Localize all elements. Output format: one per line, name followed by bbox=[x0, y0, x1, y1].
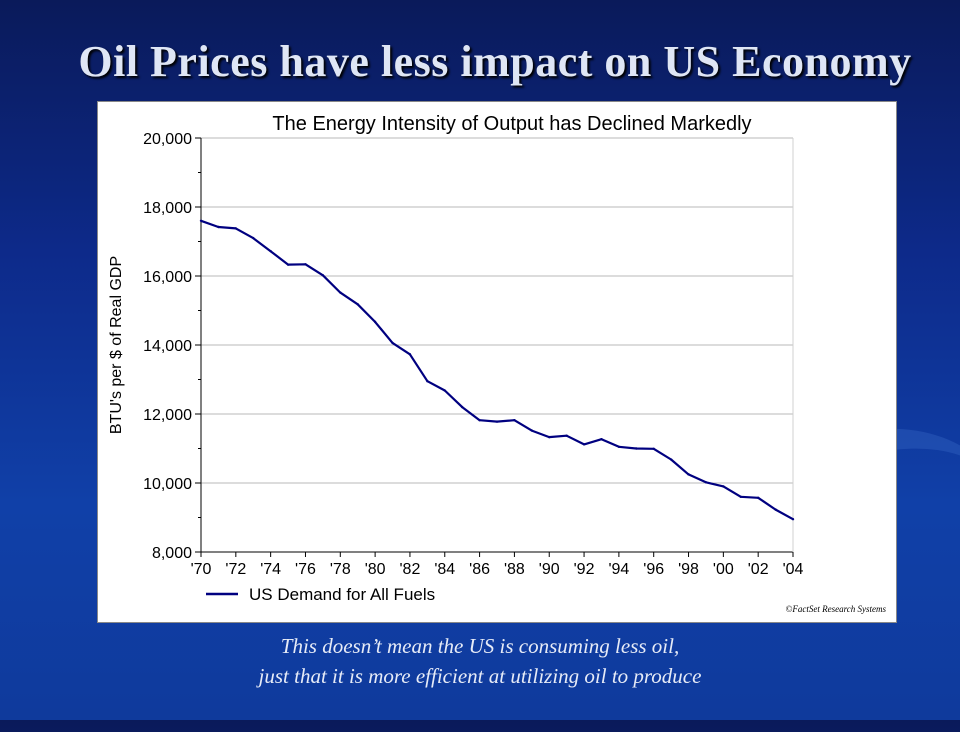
data-point bbox=[513, 419, 516, 422]
data-point bbox=[391, 341, 394, 345]
data-point bbox=[617, 445, 621, 448]
x-tick-label: '02 bbox=[748, 561, 769, 578]
data-point bbox=[426, 380, 429, 383]
y-axis-label: BTU's per $ of Real GDP bbox=[108, 256, 125, 434]
y-tick-label: 20,000 bbox=[143, 131, 192, 148]
data-point bbox=[600, 437, 603, 441]
data-point bbox=[478, 419, 481, 422]
x-tick-label: '74 bbox=[260, 561, 281, 578]
data-point bbox=[669, 458, 673, 461]
data-point bbox=[565, 434, 568, 437]
data-point bbox=[408, 353, 412, 356]
data-point bbox=[286, 263, 290, 266]
data-point bbox=[269, 249, 272, 253]
x-tick-label: '84 bbox=[434, 561, 455, 578]
data-point bbox=[234, 227, 238, 230]
data-point bbox=[582, 443, 586, 446]
data-point bbox=[443, 389, 446, 392]
data-point bbox=[217, 225, 220, 229]
caption-line-1: This doesn’t mean the US is consuming le… bbox=[280, 634, 680, 658]
legend-label: US Demand for All Fuels bbox=[249, 585, 435, 604]
data-point bbox=[687, 473, 690, 476]
x-tick-label: '96 bbox=[643, 561, 664, 578]
data-point bbox=[739, 495, 742, 498]
chart-title: The Energy Intensity of Output has Decli… bbox=[272, 113, 751, 135]
data-point bbox=[373, 320, 377, 324]
data-point bbox=[460, 405, 464, 409]
chart-panel: The Energy Intensity of Output has Decli… bbox=[97, 101, 897, 623]
data-point bbox=[495, 420, 499, 423]
data-point bbox=[756, 496, 760, 500]
data-point bbox=[199, 219, 203, 222]
x-tick-label: '98 bbox=[678, 561, 699, 578]
energy-intensity-chart: The Energy Intensity of Output has Decli… bbox=[108, 113, 887, 614]
data-point bbox=[339, 291, 342, 294]
data-point bbox=[774, 508, 777, 511]
data-point bbox=[304, 263, 307, 266]
x-tick-label: '82 bbox=[400, 561, 421, 578]
x-tick-label: '76 bbox=[295, 561, 316, 578]
data-point bbox=[252, 236, 255, 240]
slide-title: Oil Prices have less impact on US Econom… bbox=[78, 37, 912, 86]
y-tick-label: 16,000 bbox=[143, 269, 192, 286]
data-point bbox=[356, 303, 359, 306]
y-tick-label: 12,000 bbox=[143, 407, 192, 424]
data-point bbox=[704, 481, 708, 484]
x-tick-label: '80 bbox=[365, 561, 386, 578]
y-tick-label: 10,000 bbox=[143, 476, 192, 493]
x-tick-label: '00 bbox=[713, 561, 734, 578]
y-tick-label: 18,000 bbox=[143, 200, 192, 217]
x-tick-label: '86 bbox=[469, 561, 490, 578]
data-point bbox=[635, 447, 638, 450]
x-tick-label: '90 bbox=[539, 561, 560, 578]
series-line-0 bbox=[200, 219, 794, 521]
data-point bbox=[652, 447, 655, 451]
x-tick-label: '78 bbox=[330, 561, 351, 578]
data-point bbox=[530, 429, 534, 432]
y-tick-label: 8,000 bbox=[152, 545, 192, 562]
x-tick-label: '92 bbox=[574, 561, 595, 578]
x-tick-label: '94 bbox=[608, 561, 629, 578]
y-tick-label: 14,000 bbox=[143, 338, 192, 355]
data-point bbox=[722, 485, 725, 488]
source-credit: ©FactSet Research Systems bbox=[786, 604, 887, 614]
x-tick-label: '70 bbox=[191, 561, 212, 578]
data-point bbox=[791, 518, 795, 521]
data-point bbox=[321, 274, 325, 277]
x-tick-label: '72 bbox=[225, 561, 246, 578]
x-tick-label: '04 bbox=[783, 561, 804, 578]
caption-line-2: just that it is more efficient at utiliz… bbox=[258, 664, 702, 688]
data-point bbox=[548, 435, 551, 439]
x-tick-label: '88 bbox=[504, 561, 525, 578]
